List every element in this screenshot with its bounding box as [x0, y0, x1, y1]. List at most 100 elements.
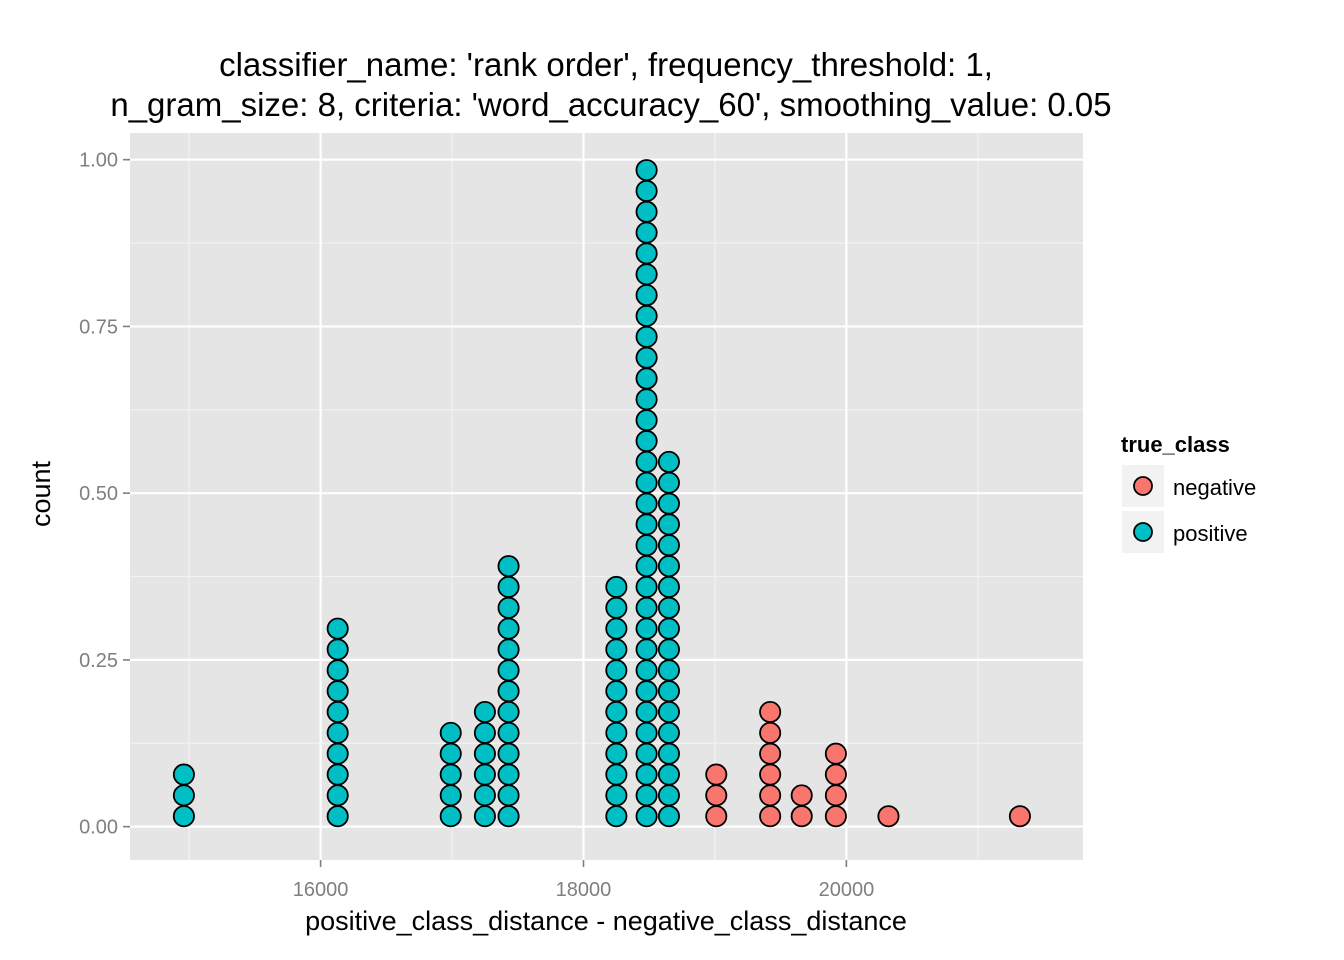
dot-positive-16990-5 [439, 721, 462, 744]
dot-positive-18480-6 [635, 700, 658, 724]
x-tick-label-16000: 16000 [293, 879, 349, 901]
dot-positive-17250-5 [473, 721, 496, 744]
dot-positive-18250-8 [605, 659, 628, 682]
dot-positive-18650-7 [657, 680, 680, 703]
dot-positive-16990-1 [439, 805, 462, 828]
dot-positive-17430-11 [497, 596, 520, 619]
dot-positive-16130-10 [326, 617, 349, 640]
legend-label-positive: positive [1173, 521, 1248, 546]
dot-positive-18650-5 [657, 721, 680, 744]
dot-negative-19420-2 [759, 784, 782, 807]
dot-positive-18650-9 [657, 638, 680, 661]
dot-positive-18480-17 [635, 471, 658, 494]
dot-negative-19010-3 [705, 763, 728, 786]
legend-marker-negative [1133, 476, 1153, 496]
dot-positive-18650-6 [657, 700, 680, 724]
dot-negative-19010-1 [705, 805, 728, 828]
legend: true_class negative positive [1121, 432, 1256, 553]
dot-positive-18480-31 [635, 179, 658, 202]
dot-positive-17250-1 [473, 805, 496, 828]
dot-positive-17430-12 [497, 575, 520, 598]
dot-positive-17430-3 [497, 763, 520, 786]
dot-positive-18650-12 [657, 575, 680, 598]
grid-major [130, 133, 1083, 860]
dot-positive-18250-10 [605, 617, 628, 640]
dot-positive-18650-17 [657, 471, 680, 494]
dot-positive-18480-4 [635, 742, 658, 765]
dot-positive-16130-8 [326, 659, 349, 682]
x-tick-label-20000: 20000 [819, 879, 875, 901]
dot-positive-18480-32 [635, 159, 658, 182]
dot-negative-19420-4 [759, 742, 782, 765]
dot-positive-18250-11 [605, 596, 628, 619]
dot-positive-18250-5 [605, 721, 628, 744]
dot-negative-19010-2 [705, 784, 728, 807]
dot-negative-19920-3 [824, 763, 847, 786]
dot-positive-18480-3 [635, 763, 658, 786]
dot-positive-18480-21 [635, 388, 658, 411]
dot-negative-19920-1 [824, 805, 847, 828]
dot-positive-18480-8 [635, 659, 658, 682]
dot-positive-18480-23 [635, 346, 658, 369]
dot-negative-20320-1 [877, 805, 900, 828]
dot-negative-19660-2 [790, 784, 813, 807]
dot-positive-18480-26 [635, 284, 658, 307]
dot-positive-18250-9 [605, 638, 628, 661]
x-tick-label-18000: 18000 [556, 879, 612, 901]
plot-panel [130, 133, 1083, 860]
dot-positive-18250-4 [605, 742, 628, 765]
dot-positive-18480-30 [635, 200, 658, 223]
dot-negative-19920-4 [824, 742, 847, 765]
dot-positive-18650-2 [657, 784, 680, 807]
dot-positive-18480-22 [635, 367, 658, 390]
dot-positive-17250-2 [473, 784, 496, 807]
dot-positive-18650-13 [657, 555, 680, 578]
legend-title: true_class [1121, 432, 1230, 457]
chart-title-line-2: n_gram_size: 8, criteria: 'word_accuracy… [110, 86, 1111, 123]
y-tick-label-3: 0.75 [79, 316, 118, 338]
dot-positive-17430-4 [497, 742, 520, 765]
y-tick-label-1: 0.25 [79, 650, 118, 672]
dot-positive-18650-15 [657, 513, 680, 536]
dot-positive-16130-9 [326, 638, 349, 661]
dot-positive-17430-6 [497, 700, 520, 724]
dot-positive-16130-5 [326, 721, 349, 744]
dot-positive-17430-1 [497, 805, 520, 828]
dot-negative-19920-2 [824, 784, 847, 807]
dot-positive-16130-1 [326, 805, 349, 828]
legend-label-negative: negative [1173, 475, 1256, 500]
dot-positive-18480-1 [635, 805, 658, 828]
dot-positive-16130-7 [326, 680, 349, 703]
dot-positive-18250-6 [605, 700, 628, 724]
dot-positive-16990-2 [439, 784, 462, 807]
dot-positive-17430-5 [497, 721, 520, 744]
dot-positive-16130-4 [326, 742, 349, 765]
dot-positive-16990-3 [439, 763, 462, 786]
x-axis-title: positive_class_distance - negative_class… [305, 906, 907, 936]
dot-positive-17250-6 [473, 700, 496, 724]
dot-positive-18250-2 [605, 784, 628, 807]
dot-positive-18480-25 [635, 304, 658, 328]
dot-positive-18480-28 [635, 242, 658, 265]
dot-positive-18480-16 [635, 492, 658, 515]
dot-positive-18480-14 [635, 534, 658, 557]
dot-positive-17430-10 [497, 617, 520, 640]
dot-negative-19420-6 [759, 700, 782, 724]
y-axis: 0.00 0.25 0.50 0.75 1.00 [79, 150, 130, 839]
dot-positive-18480-20 [635, 409, 658, 432]
dot-positive-18480-11 [635, 596, 658, 619]
dot-positive-17430-2 [497, 784, 520, 807]
dot-negative-19420-3 [759, 763, 782, 786]
dot-positive-18650-4 [657, 742, 680, 765]
dot-positive-14960-3 [172, 763, 195, 786]
dot-negative-19420-5 [759, 721, 782, 744]
dot-positive-17430-13 [497, 555, 520, 578]
dot-positive-18650-18 [657, 450, 680, 473]
dot-positive-18480-13 [635, 555, 658, 578]
dot-positive-18480-12 [635, 575, 658, 598]
dot-positive-18650-3 [657, 763, 680, 786]
dot-positive-18480-27 [635, 263, 658, 286]
grid-minor [130, 133, 1083, 860]
dot-positive-17430-7 [497, 680, 520, 703]
chart-title-line-1: classifier_name: 'rank order', frequency… [219, 46, 993, 83]
